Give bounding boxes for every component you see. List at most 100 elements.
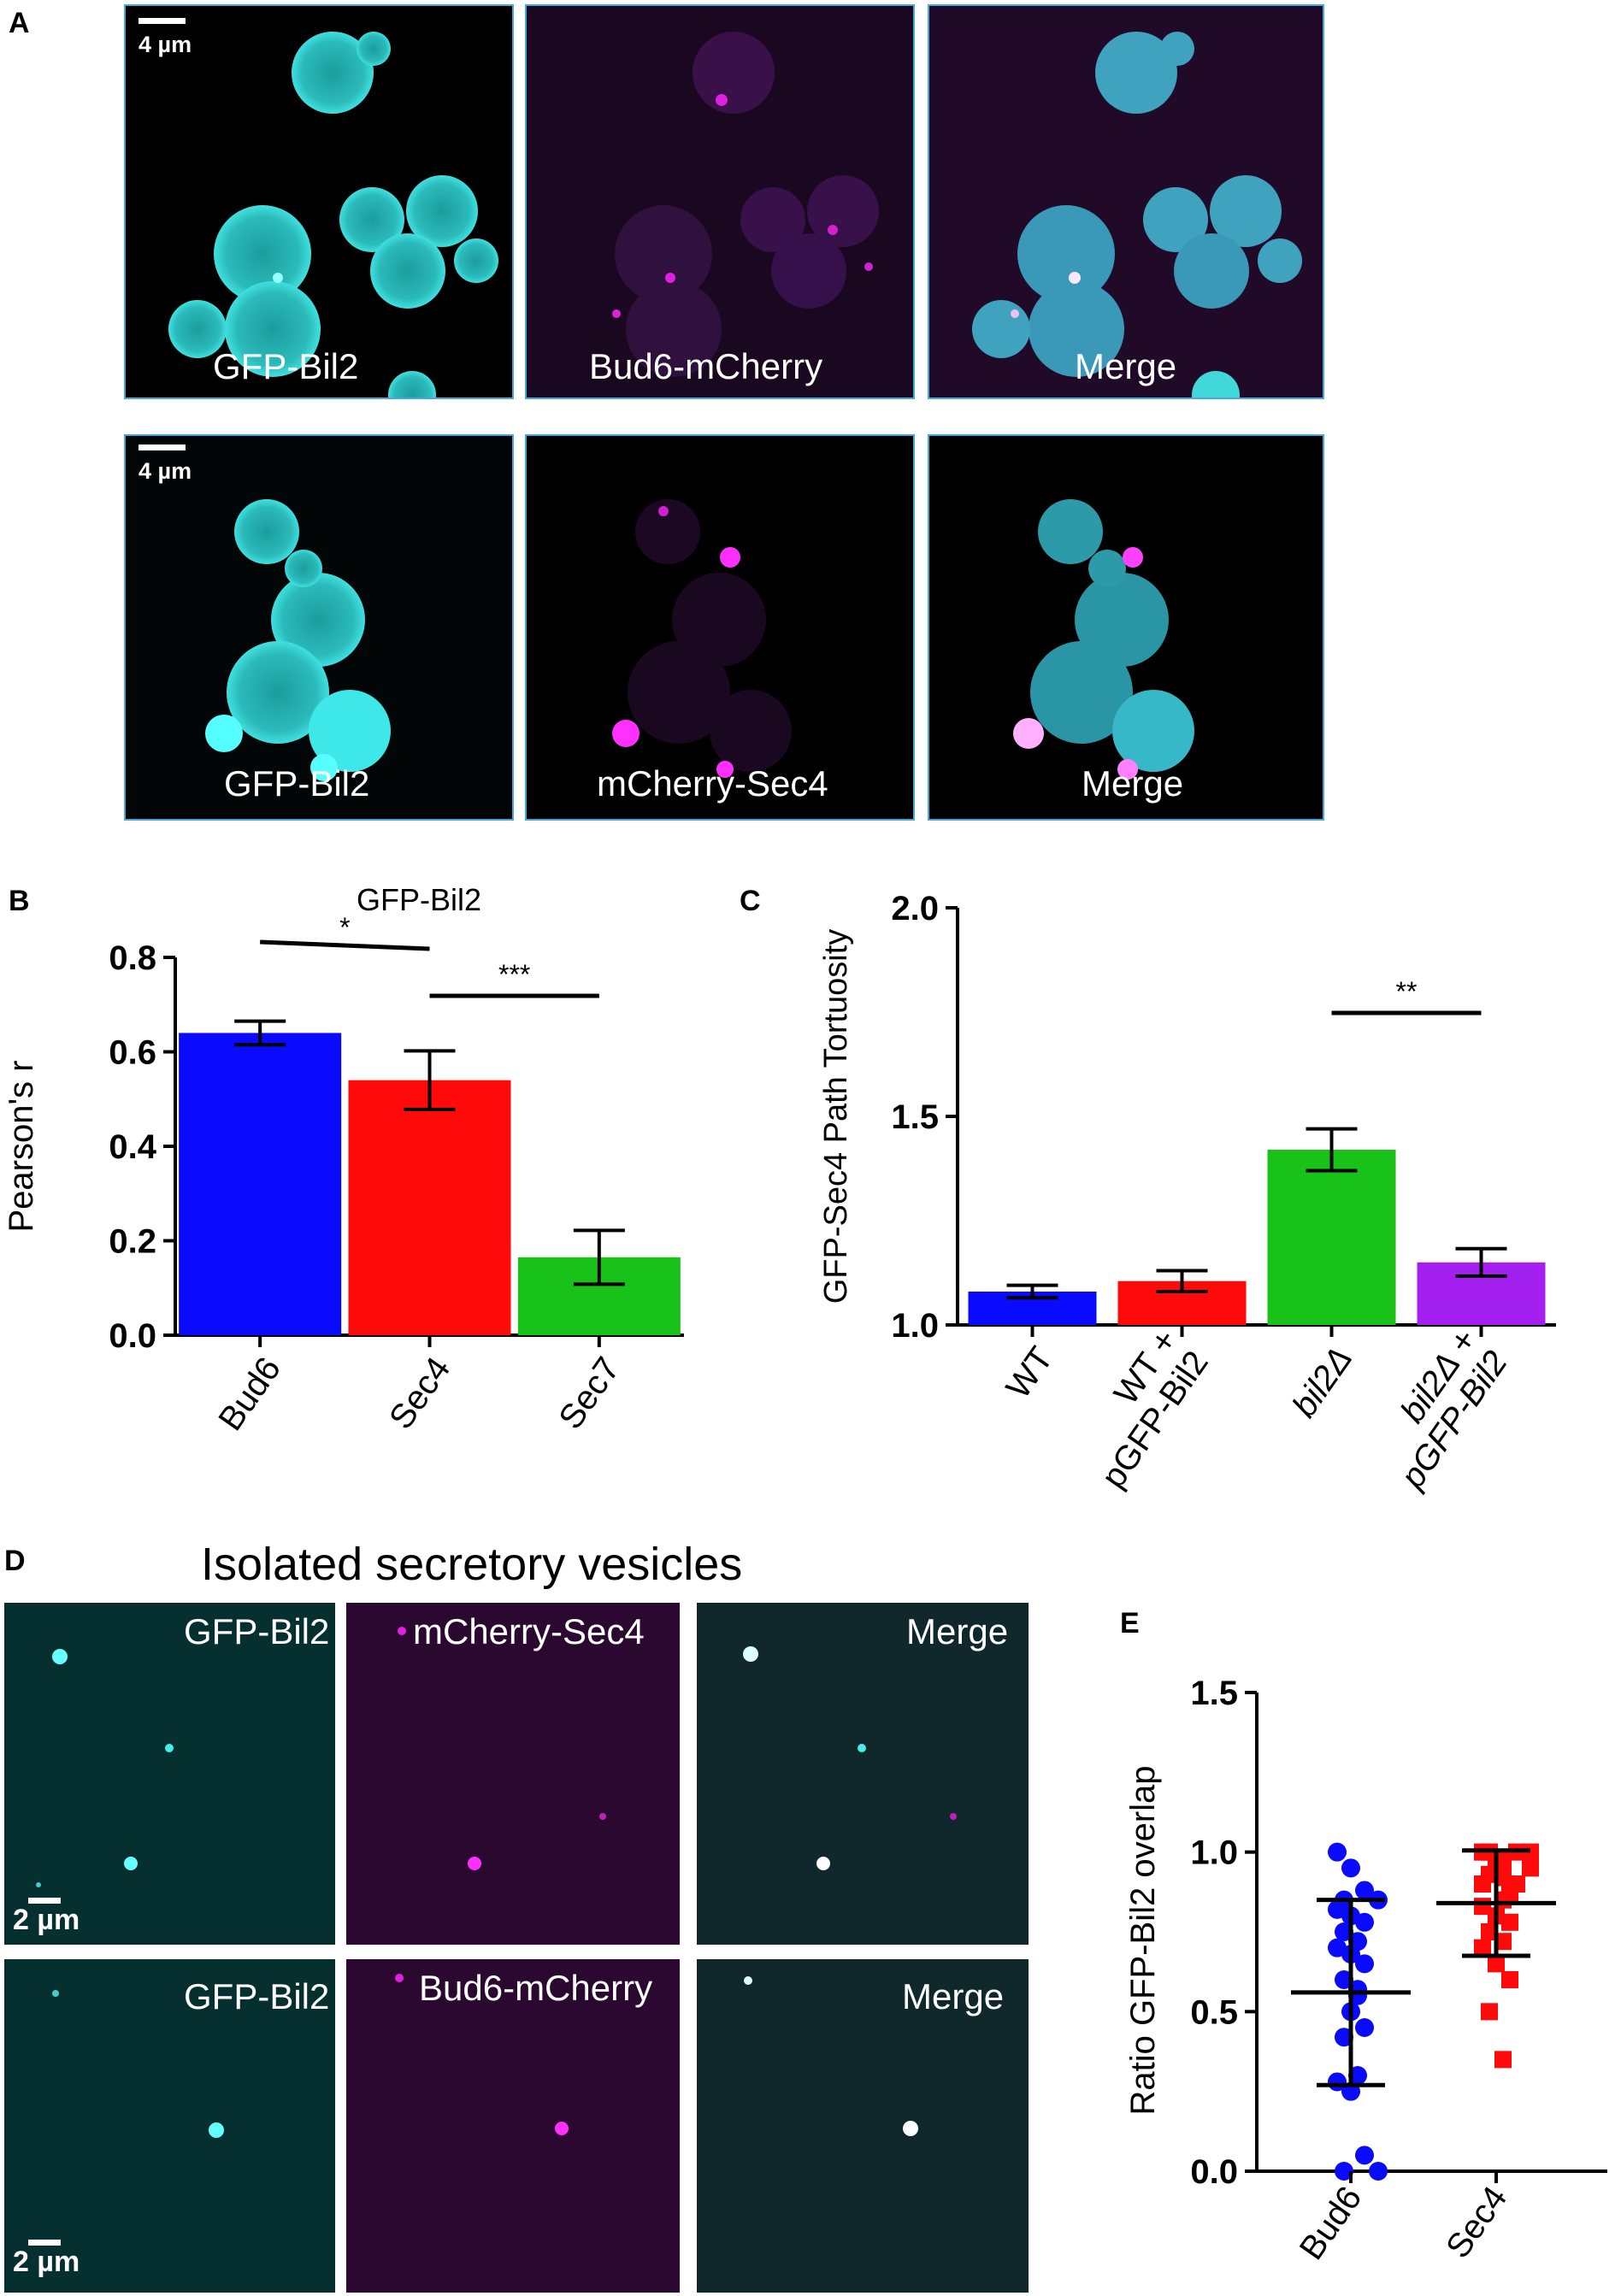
data-point [1335, 2162, 1353, 2181]
panel-label: E [1120, 1607, 1140, 1640]
channel-label: GFP-Bil2 [213, 346, 359, 386]
data-point [1481, 1923, 1498, 1940]
vesicles-image [36, 1649, 174, 1887]
y-tick-label: 1.0 [1190, 1834, 1238, 1872]
cells-image [612, 499, 792, 778]
data-point [1474, 1875, 1491, 1893]
cells-image [1013, 499, 1194, 780]
x-tick-label-line: Bud6 [211, 1351, 288, 1438]
micrograph-a1-gfp: 4 µm GFP-Bil2 [124, 4, 514, 399]
data-point [1328, 1842, 1347, 1862]
channel-label: Merge [1082, 763, 1184, 804]
vesicles-image [398, 1627, 606, 1870]
micrograph-d2-gfp: GFP-Bil2 2 µm [4, 1959, 335, 2293]
x-tick-label: WT [999, 1340, 1061, 1405]
bar [348, 1080, 511, 1335]
channel-label: mCherry-Sec4 [597, 763, 828, 804]
significance-label: *** [498, 959, 530, 990]
data-point [1501, 1913, 1518, 1931]
channel-label: Bud6-mCherry [419, 1968, 653, 2008]
x-tick-label: bil2Δ [1285, 1340, 1359, 1424]
panel-d-title: Isolated secretory vesicles [201, 1539, 743, 1590]
scale-label: 2 µm [13, 2246, 80, 2278]
panel-d-label: D [4, 1545, 26, 1577]
micrograph-a2-merge: Merge [928, 434, 1324, 821]
micrograph-a1-mcherry: Bud6-mCherry [525, 4, 915, 399]
cells-image [168, 32, 498, 397]
vesicles-image [744, 1976, 918, 2136]
x-tick-label-line: Sec7 [551, 1351, 627, 1436]
scale-label: 2 µm [13, 1904, 80, 1936]
x-tick-label: Bud6 [211, 1351, 288, 1438]
micrograph-d2-mcherry: Bud6-mCherry [346, 1959, 680, 2293]
y-axis-label: Ratio GFP-Bil2 overlap [1124, 1765, 1162, 2115]
bar [179, 1033, 342, 1335]
micrograph-d1-gfp: GFP-Bil2 2 µm [4, 1603, 335, 1945]
data-point [1355, 2018, 1374, 2037]
vesicles-image [743, 1646, 957, 1870]
data-point [1474, 1939, 1491, 1957]
cells-image [205, 499, 391, 781]
micrograph-a1-merge: Merge [928, 4, 1324, 399]
x-tick-label-line: WT [999, 1340, 1061, 1405]
scale-label: 4 µm [139, 32, 192, 57]
x-tick-label-line: Sec4 [382, 1351, 457, 1436]
data-point [1355, 1881, 1374, 1900]
channel-label: Merge [902, 1976, 1005, 2016]
micrograph-d1-merge: Merge [697, 1603, 1029, 1945]
significance-bar [260, 939, 430, 951]
micrograph-d1-mcherry: mCherry-Sec4 [346, 1603, 680, 1945]
data-point [1522, 1859, 1539, 1877]
y-tick-label: 0.2 [109, 1223, 156, 1261]
channel-label: Merge [906, 1611, 1009, 1651]
x-tick-label-line: bil2Δ [1285, 1340, 1359, 1424]
data-point [1369, 2162, 1388, 2181]
chart-title: GFP-Bil2 [357, 882, 481, 917]
data-point [1481, 2003, 1498, 2021]
micrograph-a2-gfp: 4 µm GFP-Bil2 [124, 434, 514, 821]
y-tick-label: 0.5 [1190, 1993, 1238, 2031]
y-tick-label: 0.0 [1190, 2153, 1238, 2191]
channel-label: GFP-Bil2 [184, 1611, 330, 1651]
y-axis-label: Pearson's r [3, 1060, 40, 1232]
panel-label: C [740, 885, 761, 917]
channel-label: GFP-Bil2 [184, 1976, 330, 2016]
channel-label: Merge [1075, 346, 1177, 386]
chart-c: C 1.0 1.5 2.0 GFP-Sec4 Path Tortuosity WT WT +… [740, 885, 1556, 1496]
x-tick-label: Bud6 [1293, 2180, 1370, 2267]
micrograph-d2-merge: Merge [697, 1959, 1029, 2293]
data-point [1494, 2051, 1512, 2069]
data-point [1488, 1955, 1505, 1973]
x-tick-label: Sec4 [1439, 2180, 1514, 2265]
y-tick-label: 1.5 [891, 1098, 939, 1136]
channel-label: GFP-Bil2 [224, 763, 370, 804]
y-tick-label: 1.5 [1190, 1675, 1238, 1712]
chart-b: B GFP-Bil2 0.0 0.2 0.4 0.6 0.8 Pearson's r Bud6 S… [3, 882, 684, 1438]
significance-label: * [339, 912, 350, 943]
x-tick-label: Sec4 [382, 1351, 457, 1436]
bar [1267, 1150, 1396, 1325]
y-tick-label: 2.0 [891, 890, 939, 927]
x-tick-label: bil2Δ +pGFP-Bil2 [1362, 1322, 1514, 1495]
y-tick-label: 0.0 [109, 1317, 156, 1355]
channel-label: mCherry-Sec4 [413, 1611, 645, 1651]
x-tick-label: WT +pGFP-Bil2 [1064, 1322, 1216, 1495]
cells-image [612, 32, 879, 377]
vesicles-image [52, 1990, 224, 2138]
cells-image [972, 32, 1302, 397]
micrograph-a2-mcherry: mCherry-Sec4 [525, 434, 915, 821]
scale-label: 4 µm [139, 458, 192, 484]
vesicles-image [395, 1974, 569, 2135]
channel-label: Bud6-mCherry [589, 346, 823, 386]
data-point [1501, 1971, 1518, 1988]
data-point [1494, 1933, 1512, 1951]
y-tick-label: 0.4 [109, 1128, 156, 1166]
chart-e: E 0.0 0.5 1.0 1.5 Ratio GFP-Bil2 overlap Bud6 S… [1120, 1607, 1607, 2267]
data-point [1355, 1912, 1374, 1932]
y-axis-label: GFP-Sec4 Path Tortuosity [818, 929, 854, 1304]
panel-a-label: A [9, 7, 30, 39]
y-tick-label: 0.8 [109, 939, 156, 977]
y-tick-label: 0.6 [109, 1034, 156, 1072]
data-point [1355, 2146, 1374, 2165]
significance-label: ** [1396, 976, 1418, 1007]
